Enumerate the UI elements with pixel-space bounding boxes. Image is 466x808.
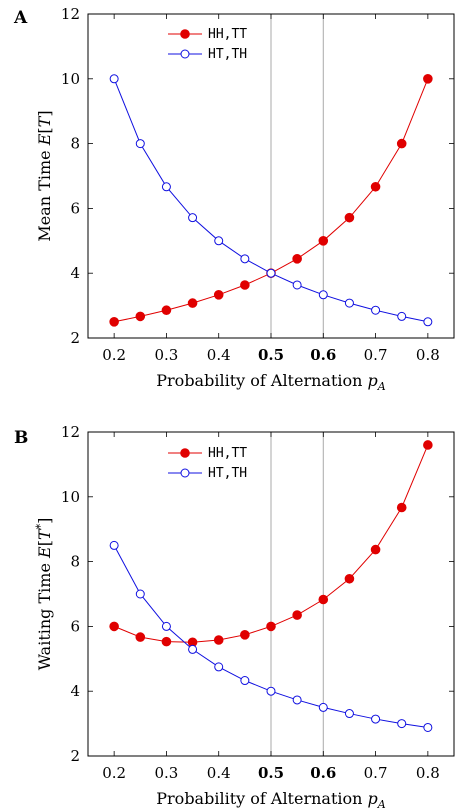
data-point: [423, 317, 433, 327]
data-point: [109, 621, 119, 632]
data-point: [396, 502, 407, 513]
x-tick-label: 0.8: [416, 346, 440, 364]
x-tick-label: 0.2: [102, 346, 126, 364]
data-point: [344, 212, 355, 223]
x-tick-label: 0.4: [207, 764, 231, 782]
x-axis-label: Probability of Alternation pA: [156, 789, 386, 808]
legend-label: HT,TH: [208, 47, 247, 62]
y-tick-label: 6: [70, 617, 80, 635]
panel-label: B: [14, 428, 28, 448]
legend-label: HT,TH: [208, 466, 247, 481]
data-point: [318, 290, 328, 300]
plot-frame: [87, 13, 455, 339]
data-point: [214, 236, 224, 246]
data-point: [214, 662, 224, 672]
x-tick-label: 0.5: [258, 346, 284, 364]
x-tick-label: 0.2: [102, 764, 126, 782]
plot-frame: [87, 431, 455, 757]
data-point: [135, 139, 145, 149]
y-tick-label: 10: [61, 70, 80, 88]
data-point: [135, 311, 146, 322]
x-tick-label: 0.5: [258, 764, 284, 782]
data-point: [396, 138, 407, 149]
data-point: [240, 280, 250, 290]
data-point: [292, 695, 302, 705]
data-point: [292, 610, 302, 620]
x-tick-label: 0.4: [207, 346, 231, 364]
y-tick-label: 8: [70, 553, 80, 571]
data-point: [344, 709, 354, 719]
y-tick-label: 10: [61, 488, 80, 506]
data-point: [423, 722, 433, 732]
data-point: [318, 236, 329, 246]
data-point: [187, 298, 198, 308]
data-point: [240, 676, 250, 686]
data-point: [370, 181, 381, 192]
data-point: [370, 544, 381, 555]
x-tick-label: 0.6: [310, 764, 336, 782]
data-point: [213, 635, 224, 645]
data-point: [371, 305, 381, 315]
data-point: [161, 182, 171, 192]
panel-label: A: [13, 8, 28, 28]
y-tick-label: 2: [70, 747, 80, 765]
data-point: [423, 440, 433, 450]
y-tick-label: 12: [61, 5, 80, 23]
y-axis-label: Mean Time E[T]: [35, 110, 54, 241]
data-point: [423, 74, 433, 84]
y-tick-label: 4: [70, 264, 80, 282]
data-point: [109, 74, 119, 84]
data-point: [397, 311, 407, 321]
data-point: [266, 268, 276, 278]
y-tick-label: 6: [70, 199, 80, 217]
y-tick-label: 12: [61, 423, 80, 441]
data-point: [161, 305, 172, 316]
y-tick-label: 4: [70, 682, 80, 700]
data-point: [161, 621, 171, 631]
data-point: [188, 644, 198, 654]
chart-panel-a: 0.2 0.3 0.4 0.5 0.6 0.7 0.8 2 4 6 8 10 12 HH,TT HT,TH P…: [13, 5, 455, 393]
legend-marker: [180, 49, 190, 59]
chart-panel-b: 0.2 0.3 0.4 0.5 0.6 0.7 0.8 2 4 6 8 10 12 HH,TT HT,TH P…: [14, 423, 455, 808]
data-point: [397, 719, 407, 729]
x-axis-label: Probability of Alternation pA: [156, 371, 386, 393]
data-point: [240, 254, 250, 264]
y-tick-label: 2: [70, 329, 80, 347]
x-tick-label: 0.3: [154, 346, 178, 364]
data-point: [344, 573, 355, 584]
data-point: [344, 298, 354, 308]
data-point: [292, 280, 302, 290]
data-point: [266, 621, 276, 632]
legend-marker: [180, 29, 190, 39]
x-tick-label: 0.3: [154, 764, 178, 782]
data-point: [371, 714, 381, 724]
x-tick-label: 0.7: [364, 346, 388, 364]
legend-marker: [180, 448, 190, 458]
data-point: [109, 317, 119, 327]
y-tick-label: 8: [70, 135, 80, 153]
data-point: [135, 632, 146, 642]
data-point: [266, 686, 276, 696]
x-tick-label: 0.7: [364, 764, 388, 782]
data-point: [318, 594, 329, 605]
data-point: [213, 290, 224, 300]
legend-label: HH,TT: [208, 27, 247, 42]
legend-label: HH,TT: [208, 446, 247, 461]
data-point: [292, 254, 302, 264]
data-point: [109, 540, 119, 550]
data-point: [135, 589, 145, 599]
data-point: [240, 630, 250, 640]
data-point: [188, 213, 198, 223]
x-tick-label: 0.8: [416, 764, 440, 782]
x-tick-label: 0.6: [310, 346, 336, 364]
data-point: [318, 702, 328, 712]
legend-marker: [180, 468, 190, 478]
data-point: [161, 636, 172, 647]
y-axis-label: Waiting Time E[T*]: [34, 518, 54, 671]
